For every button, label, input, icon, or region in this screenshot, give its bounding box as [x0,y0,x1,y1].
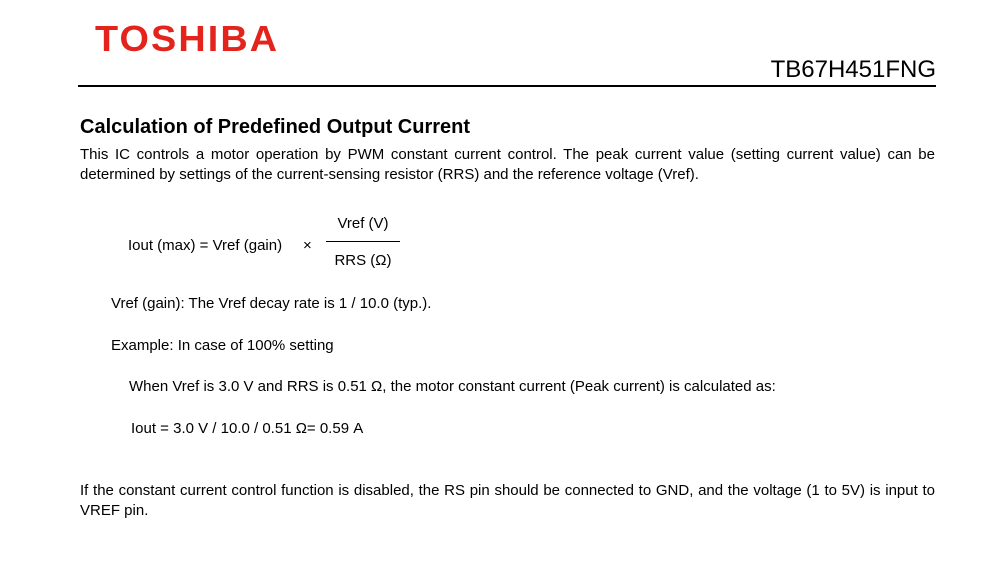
section-title: Calculation of Predefined Output Current [80,116,471,138]
formula-fraction: Vref (V) RRS (Ω) [326,214,400,271]
intro-paragraph: This IC controls a motor operation by PW… [80,146,935,183]
part-number: TB67H451FNG [770,56,936,83]
example-condition: When Vref is 3.0 V and RRS is 0.51 Ω, th… [129,378,776,395]
vref-gain-note: Vref (gain): The Vref decay rate is 1 / … [111,295,432,312]
example-heading: Example: In case of 100% setting [111,337,334,354]
formula-denominator: RRS (Ω) [334,252,392,269]
fraction-bar [326,241,400,242]
formula-multiply-sign: × [303,237,312,254]
footer-paragraph: If the constant current control function… [80,482,935,519]
header-divider [78,85,936,87]
formula-left-side: Iout (max) = Vref (gain) [128,237,283,254]
formula-numerator: Vref (V) [337,215,389,232]
toshiba-logo: TOSHIBA [95,18,280,59]
example-result: Iout = 3.0 V / 10.0 / 0.51 Ω= 0.59 A [131,420,364,437]
